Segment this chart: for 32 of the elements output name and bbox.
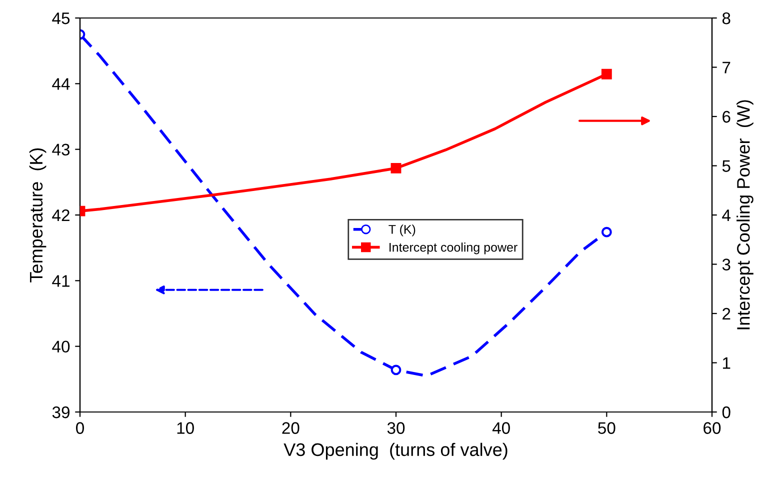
y2-axis-title: Intercept Cooling Power (W) [736,100,754,330]
legend-label: T (K) [388,224,416,236]
x-axis-title: V3 Opening (turns of valve) [284,442,508,460]
point [390,364,402,376]
y2-tick-label: 2 [722,308,730,320]
x-tick-label: 40 [492,422,510,434]
x-tick-label: 50 [598,422,616,434]
point [601,68,612,80]
y-tick-label: 45 [52,12,70,24]
x-tick-label: 10 [177,422,194,434]
y2-tick-label: 1 [722,357,730,369]
x-tick-label: 0 [76,422,84,434]
legend-label: Intercept cooling power [390,242,518,254]
y-tick-label: 41 [52,275,70,287]
y-tick-label: 43 [52,144,70,156]
y2-tick-label: 4 [722,210,731,222]
y-tick-label: 39 [52,406,70,418]
y-tick-label: 44 [52,78,70,90]
point [601,226,612,238]
y2-tick-label: 3 [722,258,730,270]
point [390,163,402,174]
y-tick-label: 40 [52,340,70,353]
x-tick-label: 60 [704,422,721,434]
y2-tick-label: 0 [722,406,730,418]
y-tick-label: 42 [52,209,70,222]
y2-tick-label: 7 [722,62,730,74]
y-axis-title: Temperature (K) [29,148,46,282]
y2-tick-label: 6 [722,110,730,123]
y2-tick-label: 8 [722,12,730,24]
y2-tick-label: 5 [722,160,730,172]
x-tick-label: 30 [387,422,405,434]
x-tick-label: 20 [282,422,300,434]
